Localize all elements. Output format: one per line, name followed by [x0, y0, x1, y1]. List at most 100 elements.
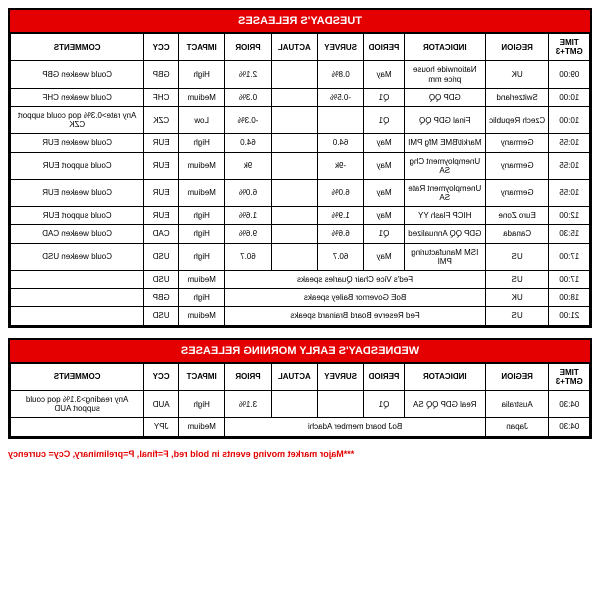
cell-prior: 3.1% [225, 390, 271, 417]
cell-comments: Any rate>0.3% qoq could support CZK [11, 106, 144, 133]
cell-indicator: Nationwide house price mm [404, 61, 485, 88]
cell-event-span: Fed's Vice Chair Quarles speaks [225, 271, 486, 289]
col-header-prior: PRIOR [225, 363, 271, 390]
cell-prior: 64.0 [225, 134, 271, 152]
cell-time: 17:00 [549, 271, 590, 289]
cell-comments [11, 289, 144, 307]
cell-period: May [364, 152, 405, 179]
cell-ccy: CAD [144, 225, 179, 243]
cell-time: 18:00 [549, 289, 590, 307]
cell-comments: Could weaken GBP [11, 61, 144, 88]
cell-ccy: EUR [144, 179, 179, 206]
cell-impact: High [178, 61, 224, 88]
cell-region: Germany [485, 152, 549, 179]
cell-event-span: BoJ board member Adachi [225, 418, 486, 436]
col-header-survey: SURVEY [317, 363, 363, 390]
cell-region: Australia [485, 390, 549, 417]
cell-prior: 6.0% [225, 179, 271, 206]
cell-impact: High [178, 207, 224, 225]
cell-period: Q1 [364, 106, 405, 133]
cell-period: Q1 [364, 88, 405, 106]
cell-prior: 0.3% [225, 88, 271, 106]
cell-comments: Could support EUR [11, 207, 144, 225]
col-header-comments: COMMENTS [11, 34, 144, 61]
footnote: ***Major market moving events in bold re… [8, 449, 592, 459]
cell-ccy: USD [144, 307, 179, 325]
cell-actual [271, 61, 317, 88]
cell-region: US [485, 243, 549, 270]
cell-survey [317, 106, 363, 133]
cell-comments: Any reading>3.1% qoq could support AUD [11, 390, 144, 417]
cell-period: Q1 [364, 390, 405, 417]
table-row: 10:00Czech RepublicFinal GDP QQQ1-0.3%Lo… [11, 106, 590, 133]
col-header-period: PERIOD [364, 363, 405, 390]
col-header-indicator: INDICATOR [404, 34, 485, 61]
cell-time: 10:55 [549, 179, 590, 206]
cell-time: 10:55 [549, 152, 590, 179]
cell-impact: Medium [178, 179, 224, 206]
cell-comments: Could weaken CHF [11, 88, 144, 106]
cell-impact: High [178, 390, 224, 417]
cell-prior: 60.7 [225, 243, 271, 270]
cell-impact: Medium [178, 152, 224, 179]
table-row: 17:00USFed's Vice Chair Quarles speaksMe… [11, 271, 590, 289]
cell-ccy: USD [144, 271, 179, 289]
cell-survey [317, 390, 363, 417]
cell-indicator: Markit/BME Mfg PMI [404, 134, 485, 152]
table-row: 10:55GermanyUnemployment Chg SAMay-9k9kM… [11, 152, 590, 179]
cell-ccy: CZK [144, 106, 179, 133]
cell-region: Switzerland [485, 88, 549, 106]
cell-region: Euro Zone [485, 207, 549, 225]
table-row: 15:30CanadaGDP QQ AnnualizedQ16.6%9.6%Hi… [11, 225, 590, 243]
cell-actual [271, 106, 317, 133]
cell-survey: 6.6% [317, 225, 363, 243]
table-row: 17:00USISM Manufacturing PMIMay60.760.7H… [11, 243, 590, 270]
cell-comments: Could weaken EUR [11, 134, 144, 152]
col-header-indicator: INDICATOR [404, 363, 485, 390]
cell-actual [271, 207, 317, 225]
table-title: TUESDAY'S RELEASES [10, 10, 590, 33]
cell-time: 21:00 [549, 307, 590, 325]
cell-ccy: GBP [144, 61, 179, 88]
cell-ccy: EUR [144, 152, 179, 179]
table-title: WEDNESDAY'S EARLY MORNING RELEASES [10, 340, 590, 363]
cell-period: May [364, 243, 405, 270]
releases-table: WEDNESDAY'S EARLY MORNING RELEASESTIME G… [8, 338, 592, 439]
cell-region: Germany [485, 134, 549, 152]
cell-region: Germany [485, 179, 549, 206]
cell-period: May [364, 179, 405, 206]
table-row: 04:30JapanBoJ board member AdachiMediumJ… [11, 418, 590, 436]
cell-time: 15:30 [549, 225, 590, 243]
releases-table: TUESDAY'S RELEASESTIME GMT+3REGIONINDICA… [8, 8, 592, 328]
cell-comments [11, 307, 144, 325]
cell-actual [271, 225, 317, 243]
cell-actual [271, 88, 317, 106]
cell-period: May [364, 61, 405, 88]
cell-comments: Could weaken USD [11, 243, 144, 270]
cell-indicator: Final GDP QQ [404, 106, 485, 133]
cell-comments [11, 271, 144, 289]
cell-event-span: Fed Reserve Board Brainard speaks [225, 307, 486, 325]
table-row: 12:00Euro ZoneHICP Flash YYMay1.9%1.6%Hi… [11, 207, 590, 225]
cell-comments: Could support EUR [11, 152, 144, 179]
cell-actual [271, 243, 317, 270]
cell-region: UK [485, 61, 549, 88]
col-header-impact: IMPACT [178, 363, 224, 390]
col-header-time: TIME GMT+3 [549, 34, 590, 61]
cell-impact: Medium [178, 88, 224, 106]
cell-impact: High [178, 134, 224, 152]
cell-survey: 64.0 [317, 134, 363, 152]
cell-survey: 0.8% [317, 61, 363, 88]
cell-region: UK [485, 289, 549, 307]
cell-survey: 60.7 [317, 243, 363, 270]
cell-period: Q1 [364, 225, 405, 243]
cell-survey: -0.5% [317, 88, 363, 106]
cell-actual [271, 179, 317, 206]
table-row: 10:00SwitzerlandGDP QQQ1-0.5%0.3%MediumC… [11, 88, 590, 106]
cell-time: 17:00 [549, 243, 590, 270]
table-row: 09:00UKNationwide house price mmMay0.8%2… [11, 61, 590, 88]
cell-indicator: Unemployment Rate SA [404, 179, 485, 206]
col-header-ccy: CCY [144, 34, 179, 61]
cell-impact: Medium [178, 271, 224, 289]
cell-indicator: HICP Flash YY [404, 207, 485, 225]
